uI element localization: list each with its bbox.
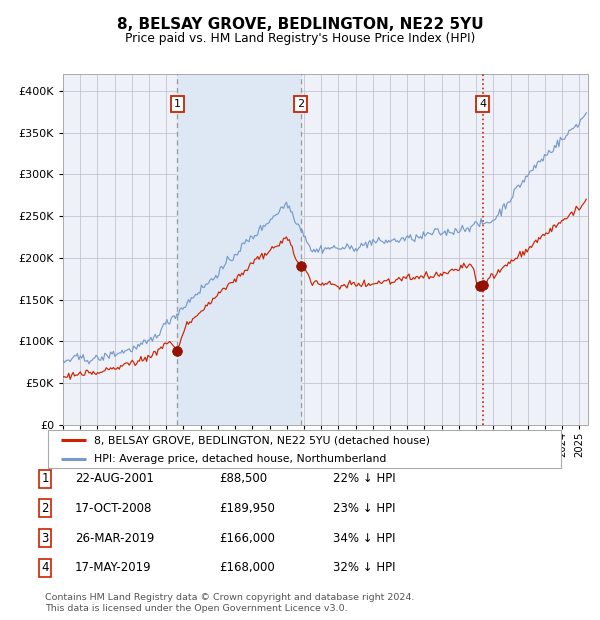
Text: £168,000: £168,000 — [219, 562, 275, 574]
Text: HPI: Average price, detached house, Northumberland: HPI: Average price, detached house, Nort… — [94, 454, 386, 464]
Text: Contains HM Land Registry data © Crown copyright and database right 2024.
This d: Contains HM Land Registry data © Crown c… — [45, 593, 415, 613]
Text: 8, BELSAY GROVE, BEDLINGTON, NE22 5YU (detached house): 8, BELSAY GROVE, BEDLINGTON, NE22 5YU (d… — [94, 435, 430, 445]
Text: 4: 4 — [41, 562, 49, 574]
Text: 4: 4 — [479, 99, 486, 109]
Text: 34% ↓ HPI: 34% ↓ HPI — [333, 532, 395, 544]
Text: 2: 2 — [297, 99, 304, 109]
Text: 22-AUG-2001: 22-AUG-2001 — [75, 472, 154, 485]
Text: £189,950: £189,950 — [219, 502, 275, 515]
Text: 26-MAR-2019: 26-MAR-2019 — [75, 532, 154, 544]
Text: 22% ↓ HPI: 22% ↓ HPI — [333, 472, 395, 485]
Text: 2: 2 — [41, 502, 49, 515]
Text: 1: 1 — [174, 99, 181, 109]
Text: 32% ↓ HPI: 32% ↓ HPI — [333, 562, 395, 574]
Text: 3: 3 — [41, 532, 49, 544]
Text: 17-MAY-2019: 17-MAY-2019 — [75, 562, 152, 574]
Text: Price paid vs. HM Land Registry's House Price Index (HPI): Price paid vs. HM Land Registry's House … — [125, 32, 475, 45]
Text: 17-OCT-2008: 17-OCT-2008 — [75, 502, 152, 515]
Text: £88,500: £88,500 — [219, 472, 267, 485]
Text: £166,000: £166,000 — [219, 532, 275, 544]
Text: 8, BELSAY GROVE, BEDLINGTON, NE22 5YU: 8, BELSAY GROVE, BEDLINGTON, NE22 5YU — [116, 17, 484, 32]
Bar — [177, 74, 301, 425]
Text: 23% ↓ HPI: 23% ↓ HPI — [333, 502, 395, 515]
Text: 1: 1 — [41, 472, 49, 485]
